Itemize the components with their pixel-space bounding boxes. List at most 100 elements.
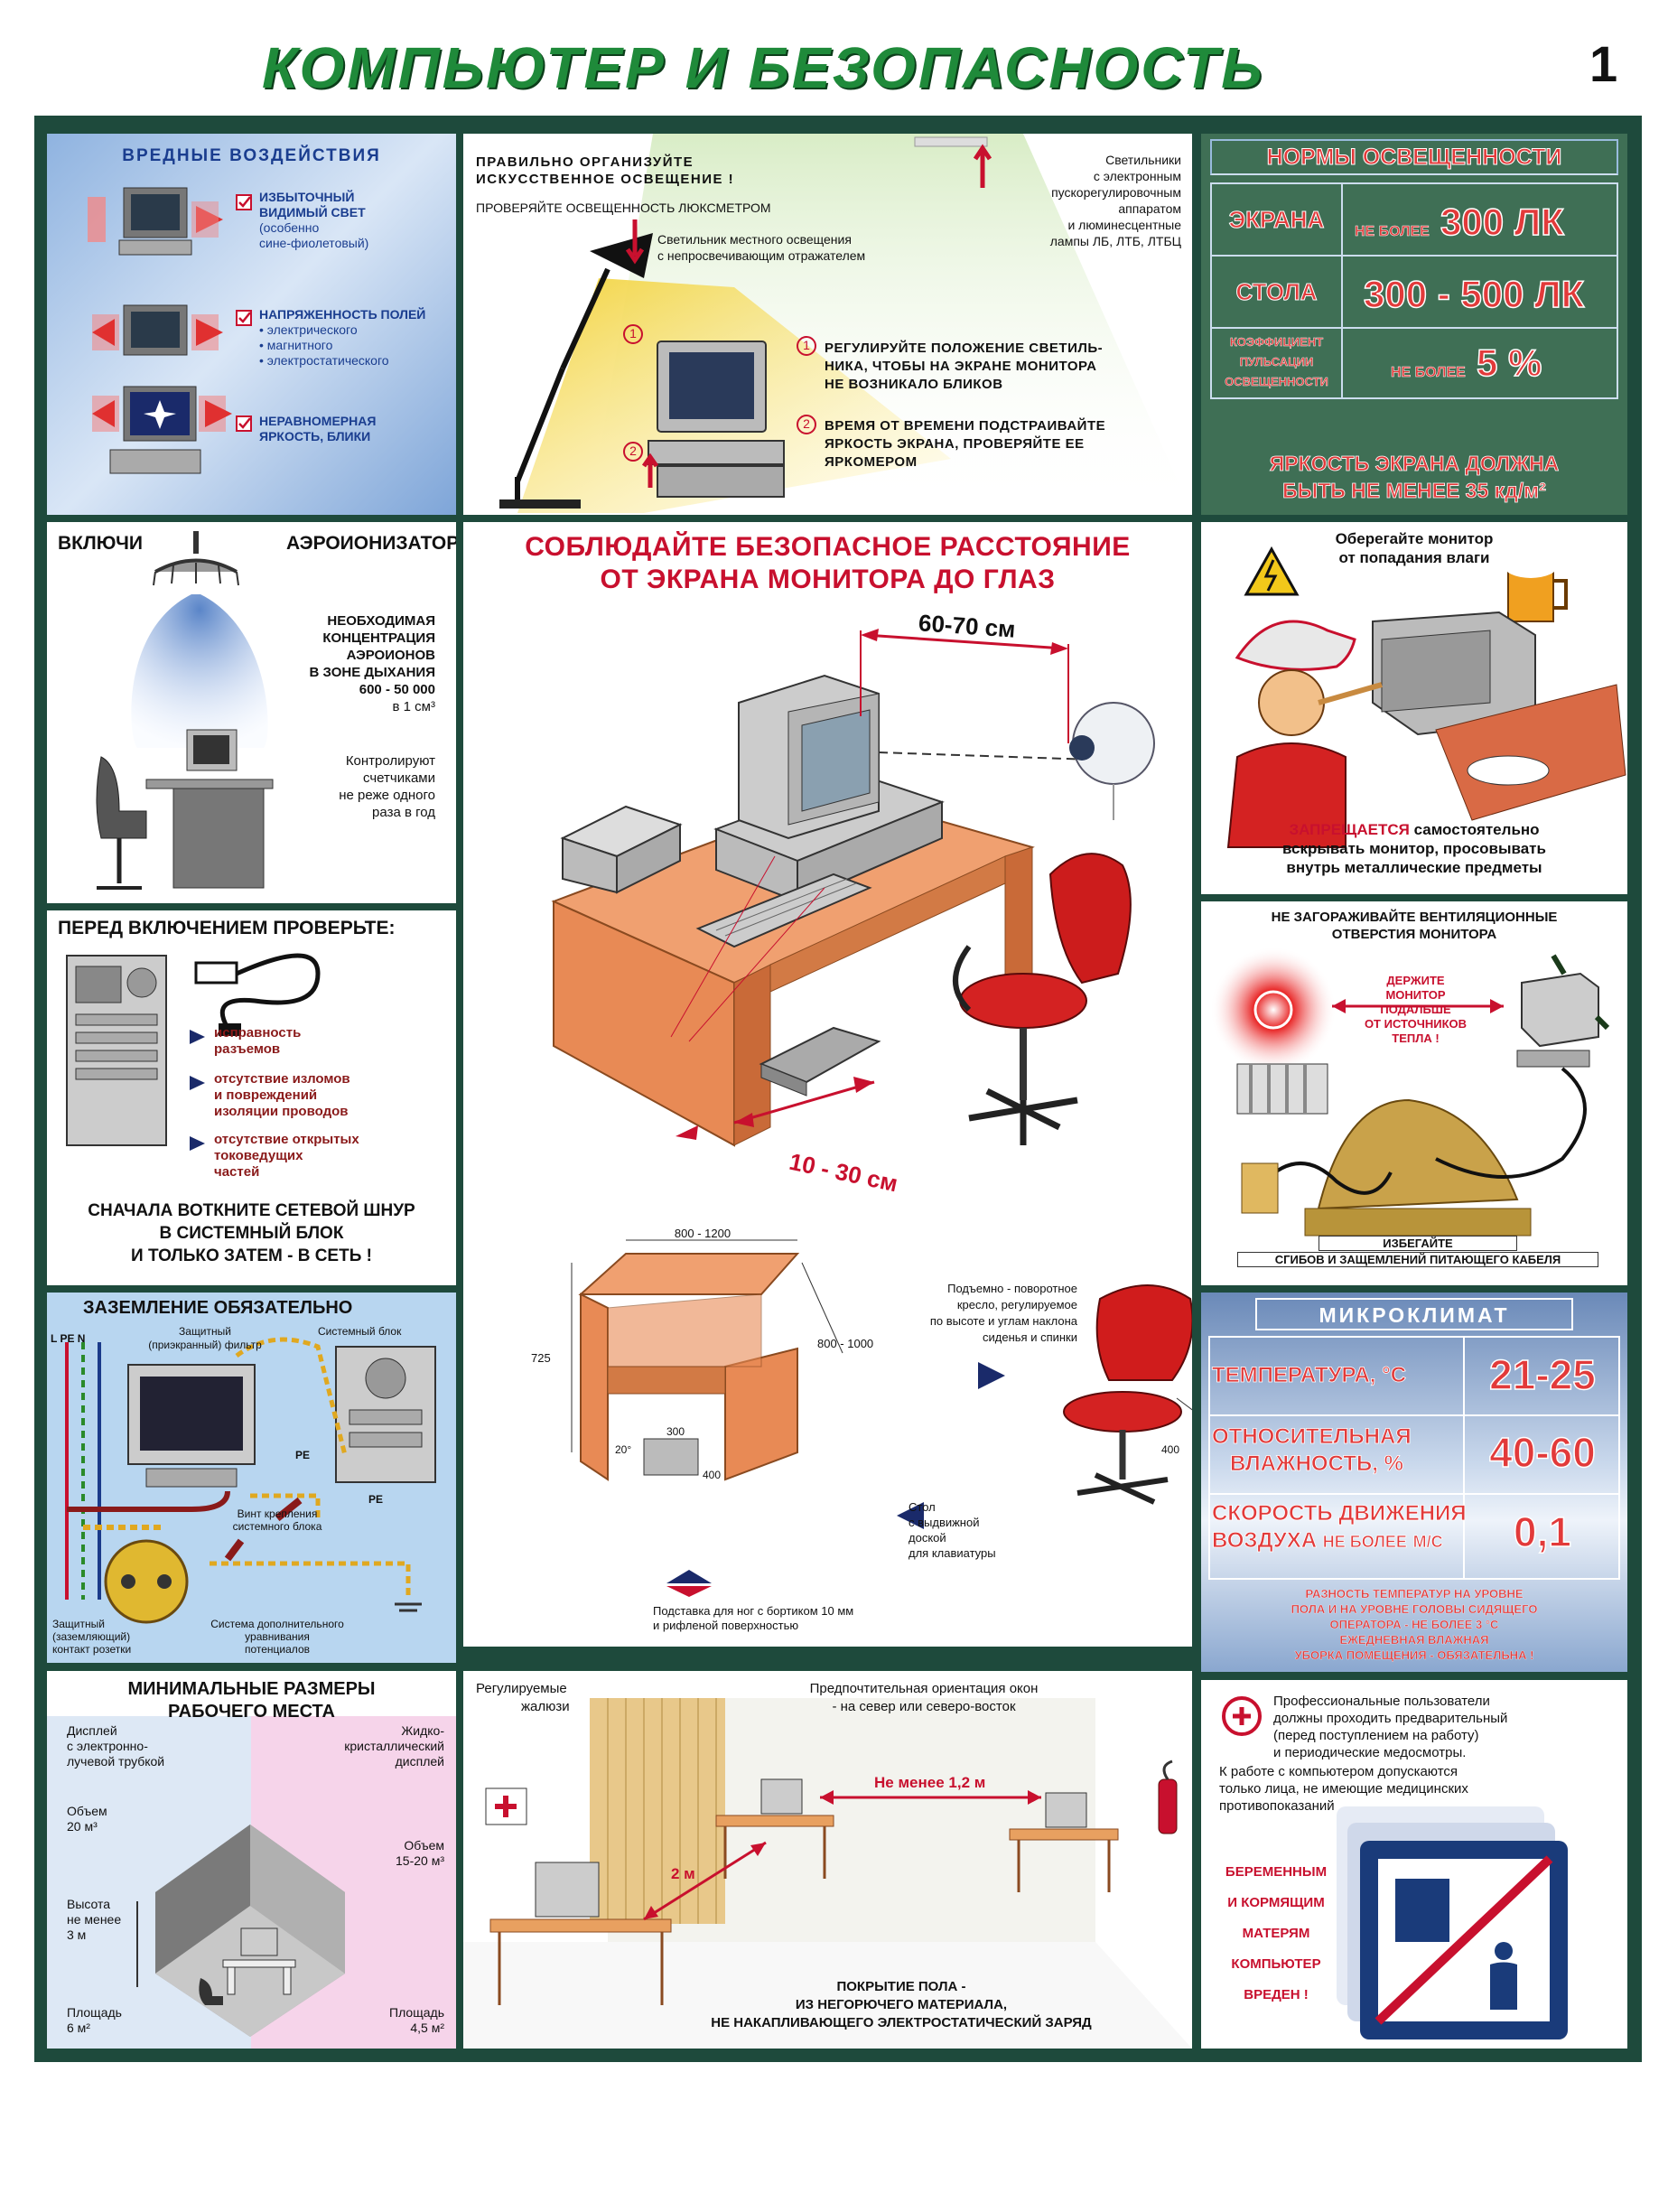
tip-number-1: 1 [803,338,810,352]
precheck-title: ПЕРЕД ВКЛЮЧЕНИЕМ ПРОВЕРЬТЕ: [58,918,396,938]
monitor-icon-center [738,674,880,840]
panel-precheck: ПЕРЕД ВКЛЮЧЕНИЕМ ПРОВЕРЬТЕ: исправность р… [47,910,456,1285]
climate-hum-label: ОТНОСИТЕЛЬНАЯ ВЛАЖНОСТЬ, % [1212,1424,1412,1477]
desk-height-label: 725 [531,1351,551,1365]
workstation-icon-minimal [199,1927,296,2005]
table-description: Стол с выдвижной доской для клавиатуры [909,1500,996,1560]
chair-description: Подъемно - поворотное кресло, регулируемо… [929,1282,1077,1344]
norms-screen-label: ЭКРАНА [1228,206,1325,234]
medical-professional: Профессиональные пользователи должны прох… [1273,1694,1508,1760]
ground-title: ЗАЗЕМЛЕНИЕ ОБЯЗАТЕЛЬНО [83,1298,353,1318]
pointer-table-icon [897,1502,924,1529]
climate-air-label: СКОРОСТЬ ДВИЖЕНИЯ ВОЗДУХА НЕ БОЛЕЕ М/С [1212,1501,1467,1554]
medical-warning: БЕРЕМЕННЫМ И КОРМЯЩИМ МАТЕРЯМ КОМПЬЮТЕР ВРЕД… [1225,1864,1328,2002]
desk-width-label: 800 - 1200 [674,1227,731,1240]
room-distance-wall: 2 м [671,1865,695,1882]
power-cable-icon [194,953,321,1036]
arrow-down-icon [625,219,645,265]
footrest-description: Подставка для ног с бортиком 10 мм и рифл… [653,1604,854,1632]
ionizer-icon [153,531,239,586]
climate-temp-label: ТЕМПЕРАТУРА, °С [1212,1363,1407,1388]
panel-minimal-workplace: МИНИМАЛЬНЫЕ РАЗМЕРЫ РАБОЧЕГО МЕСТА Диспле… [47,1671,456,2049]
medical-illustration [1222,1696,1568,2039]
panel-medical: Профессиональные пользователи должны прох… [1201,1680,1627,2049]
monitor-icon-moisture [1372,611,1536,736]
monitor-icon-vent [1516,972,1599,1068]
minimal-room-illustration [136,1825,345,2037]
lighting-tip-2: ВРЕМЯ ОТ ВРЕМЕНИ ПОДСТРАИВАЙТЕ ЯРКОСТЬ ЭК… [825,418,1106,470]
panel-ionizer: ВКЛЮЧИ АЭРОИОНИЗАТОР НЕОБХОДИМАЯ КОНЦЕНТР… [47,522,456,903]
norms-screen-value: 300 ЛК [1440,200,1564,244]
ground-lpen: L PE N [51,1332,86,1345]
desk-icon-room-3 [489,1862,672,2005]
heat-source-icon [1210,947,1337,1073]
panel-ventilation: НЕ ЗАГОРАЖИВАЙТЕ ВЕНТИЛЯЦИОННЫЕ ОТВЕРСТИЯ… [1201,901,1627,1285]
vent-avoid-detail: СГИБОВ И ЗАЩЕМЛЕНИЙ ПИТАЮЩЕГО КАБЕЛЯ [1237,1252,1598,1267]
footrest-diagram-icon [643,1438,699,1476]
monitor-icon-2 [92,304,223,356]
lighting-illustration [499,134,1192,513]
high-voltage-icon [1244,546,1300,596]
vent-illustration [1210,947,1610,1237]
cable-icon [1263,1162,1393,1195]
pointer-footrest-icon [666,1570,712,1583]
desk-diagram-icon [571,1239,843,1481]
vent-heading: НЕ ЗАГОРАЖИВАЙТЕ ВЕНТИЛЯЦИОННЫЕ ОТВЕРСТИЯ… [1271,910,1558,942]
office-chair-icon [953,853,1132,1145]
lighting-local: Светильник местного освещения с непросвеч… [657,232,866,263]
lighting-check: ПРОВЕРЯЙТЕ ОСВЕЩЕННОСТЬ ЛЮКСМЕТРОМ [476,201,771,215]
ground-equalization: Система дополнительного уравнивания потенц… [210,1618,344,1656]
first-aid-icon [485,1787,527,1825]
ionizer-monitoring: Контролируют счетчиками не реже одного раза… [339,753,435,820]
ionizer-right: АЭРОИОНИЗАТОР [286,533,456,554]
precheck-illustration [66,953,321,1151]
norms-ripple-value: 5 % [1476,341,1542,385]
ionizer-illustration [96,531,274,890]
harmful-title: ВРЕДНЫЕ ВОЗДЕЙСТВИЯ [122,146,381,165]
norms-title: НОРМЫ ОСВЕЩЕННОСТИ [1210,139,1618,175]
norms-table-value: 300 - 500 ЛК [1363,272,1585,316]
room-floor: ПОКРЫТИЕ ПОЛА - ИЗ НЕГОРЮЧЕГО МАТЕРИАЛА, Н… [711,1979,1092,2030]
monitor-icon-lighting [648,341,785,498]
system-unit-icon-ground [335,1346,436,1483]
precheck-item-2: отсутствие изломов и повреждений изоляции … [214,1071,350,1119]
climate-notes: РАЗНОСТЬ ТЕМПЕРАТУР НА УРОВНЕ ПОЛА И НА У… [1291,1587,1538,1662]
page-title: КОМПЬЮТЕР И БЕЗОПАСНОСТЬ [262,35,1265,100]
page-header: КОМПЬЮТЕР И БЕЗОПАСНОСТЬ 1 [0,0,1668,110]
minimal-area-crt: Площадь 6 м² [67,2005,122,2035]
vent-keep-away: ДЕРЖИТЕ МОНИТОР ПОДАЛЬШЕ ОТ ИСТОЧНИКОВ ТЕПЛА… [1364,974,1468,1045]
climate-table [1208,1336,1620,1580]
plate-icon [1467,755,1550,786]
table-surface [1435,684,1626,821]
keyboard-icon [695,873,872,948]
ionizer-left: ВКЛЮЧИ [58,533,143,554]
lighting-heading: ПРАВИЛЬНО ОРГАНИЗУЙТЕ ИСКУССТВЕННОЕ ОСВЕЩ… [476,154,735,187]
footrest-icon [759,1026,881,1097]
ground-pe-1: PE [295,1449,311,1461]
norms-ripple-label: КОЭФФИЦИЕНТ ПУЛЬСАЦИИ ОСВЕЩЕННОСТИ [1225,335,1328,388]
arrow-up-icon-2 [973,144,992,188]
arrow-up-icon [641,453,659,488]
monitor-icon-1 [88,187,223,256]
minimal-title: МИНИМАЛЬНЫЕ РАЗМЕРЫ РАБОЧЕГО МЕСТА [127,1679,376,1722]
monitor-icon-ground [127,1364,256,1488]
harmful-item-3: НЕРАВНОМЕРНАЯ ЯРКОСТЬ, БЛИКИ [259,414,377,443]
precheck-item-3: отсутствие открытых токоведущих частей [214,1132,359,1180]
moisture-illustration [1226,546,1626,848]
monitor-icon-3 [92,386,232,474]
minimal-area-lcd: Площадь 4,5 м² [389,2005,444,2035]
norms-table [1210,182,1618,399]
workstation-icon [96,729,274,890]
minimal-volume-lcd: Объем 15-20 м³ [396,1838,444,1868]
pointer-chair-icon [978,1362,1005,1389]
footrest-angle-label: 20° [615,1443,632,1456]
moisture-warning: ЗАПРЕЩАЕТСЯ самостоятельно вскрывать мон… [1282,821,1546,876]
climate-temp-value: 21-25 [1488,1350,1596,1399]
climate-hum-value: 40-60 [1488,1428,1596,1477]
norms-table-label: СТОЛА [1235,278,1318,306]
desk-icon-room-2 [1009,1792,1119,1892]
tip-number-2: 2 [803,416,810,431]
footrest-width-label: 300 [666,1425,685,1438]
system-unit-icon-precheck [66,955,167,1146]
panel-lighting-norms: НОРМЫ ОСВЕЩЕННОСТИ ЭКРАНА НЕ БОЛЕЕ 300 Л… [1201,134,1627,515]
